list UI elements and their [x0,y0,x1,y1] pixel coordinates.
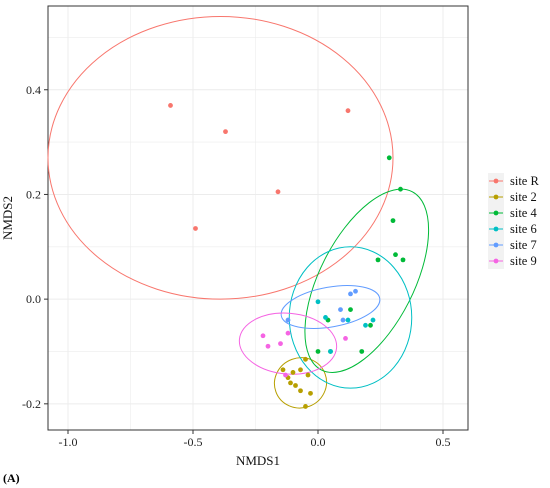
ellipse-site-2 [273,357,328,409]
point-site-4 [390,218,396,224]
point-site-4 [386,155,392,161]
point-site-r [223,129,228,135]
point-site-4 [315,349,321,354]
y-tick-label: 0.0 [26,292,41,306]
axes: -1.0 -0.5 0.0 0.5 -0.2 0.0 0.2 0.4 [22,83,451,449]
legend-label-site-r: site R [510,174,539,188]
legend-label-site-6: site 6 [510,222,537,236]
plot-panel-border [47,5,469,431]
point-site-7 [338,307,343,313]
point-site-2 [305,372,311,378]
point-site-2 [293,383,298,388]
point-site-6 [315,299,321,305]
legend-point-site-7 [493,242,499,248]
x-axis-title: NMDS1 [236,453,280,468]
point-site-7 [348,291,353,297]
point-site-9 [343,335,348,341]
legend-label-site-2: site 2 [510,190,537,204]
x-tick-label: -0.5 [184,435,203,449]
x-tick-label: 0.0 [311,435,326,449]
point-site-2 [308,390,313,396]
ellipse-site-7 [280,285,381,329]
point-site-7 [285,317,291,323]
legend: site R site 2 site 4 site 6 site 7 site 9 [488,173,539,269]
y-tick-label: 0.4 [26,83,41,97]
point-site-2 [288,380,293,386]
x-tick-label: 0.5 [436,435,451,449]
point-site-9 [283,372,288,378]
ellipse-site-r [47,15,394,300]
panel-label: (A) [3,471,20,485]
point-site-2 [280,367,286,373]
point-site-7 [340,317,346,323]
legend-label-site-7: site 7 [510,238,537,252]
point-site-4 [398,186,403,192]
legend-label-site-9: site 9 [510,254,537,268]
x-tick-label: -1.0 [59,435,78,449]
legend-point-site-r [493,178,499,184]
y-tick-label: 0.2 [26,187,41,201]
point-site-6 [345,317,351,323]
point-site-4 [400,257,406,263]
point-site-9 [278,341,283,347]
data-points [168,103,406,409]
point-site-4 [375,257,381,263]
point-site-9 [265,343,271,349]
point-site-2 [298,367,303,373]
point-site-r [193,226,198,231]
legend-point-site-2 [493,194,499,200]
point-site-2 [298,388,303,394]
point-site-4 [359,349,365,354]
point-site-r [345,108,351,114]
legend-label-site-4: site 4 [510,206,537,220]
point-site-6 [363,322,368,328]
point-site-7 [353,288,358,294]
y-axis-title: NMDS2 [0,196,15,240]
point-site-4 [348,307,353,313]
ellipse-site-6 [288,246,413,389]
point-site-r [168,103,173,108]
point-site-9 [260,333,266,339]
legend-point-site-9 [493,258,499,264]
point-site-6 [328,349,333,354]
point-site-6 [370,317,376,323]
confidence-ellipses [47,15,430,409]
grid-lines [48,6,468,430]
legend-point-site-6 [493,226,499,232]
point-site-r [275,189,281,195]
point-site-6 [323,315,328,320]
legend-point-site-4 [493,210,499,216]
y-tick-label: -0.2 [22,397,41,411]
point-site-4 [368,322,373,328]
point-site-4 [393,252,398,258]
point-site-2 [290,370,296,375]
point-site-9 [285,330,291,336]
point-site-2 [303,404,308,409]
ellipse-site-4 [304,188,430,373]
point-site-2 [303,356,308,362]
